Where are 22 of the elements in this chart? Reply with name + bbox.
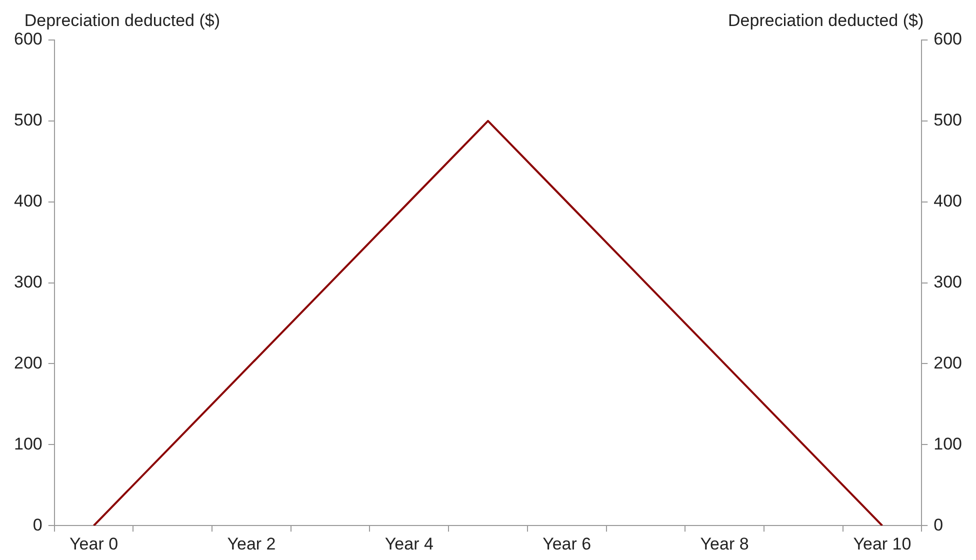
x-tick-label: Year 8	[700, 534, 749, 554]
y-tick-label: 0	[32, 515, 42, 534]
y-tick-label: 300	[14, 272, 42, 292]
y-axis-title: Depreciation deducted ($)	[24, 11, 220, 30]
y2-axis-title: Depreciation deducted ($)	[728, 11, 924, 30]
y2-tick-label: 200	[934, 353, 962, 372]
y-tick-label: 100	[14, 434, 42, 454]
y-tick-label: 400	[14, 192, 42, 211]
y2-tick-label: 300	[934, 272, 962, 292]
x-tick-label: Year 10	[853, 534, 912, 554]
y-tick-label: 600	[14, 30, 42, 49]
y-tick-label: 500	[14, 110, 42, 130]
y2-tick-label: 0	[934, 515, 944, 534]
y-tick-label: 200	[14, 353, 42, 372]
x-tick-label: Year 6	[542, 534, 592, 554]
y2-tick-label: 400	[934, 192, 962, 211]
x-tick-label: Year 0	[70, 534, 118, 554]
y2-tick-label: 100	[934, 434, 962, 454]
x-tick-label: Year 4	[384, 534, 434, 554]
y2-tick-label: 600	[934, 30, 962, 49]
y2-tick-label: 500	[934, 110, 962, 130]
x-tick-label: Year 2	[227, 534, 276, 554]
